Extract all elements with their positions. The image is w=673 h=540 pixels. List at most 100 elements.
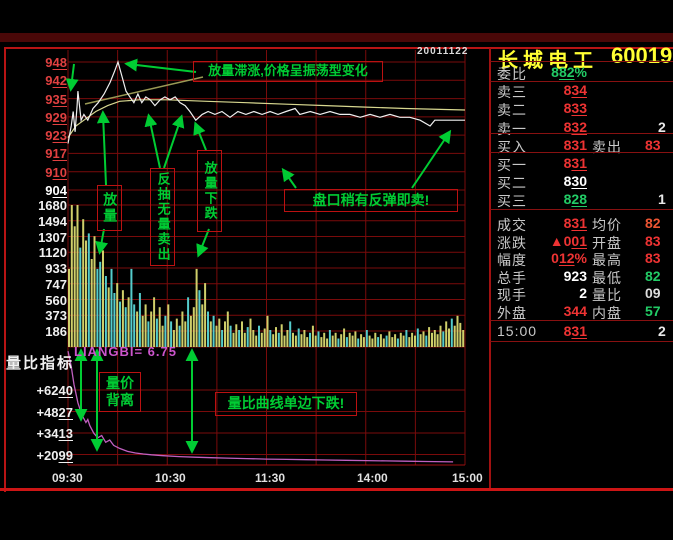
- quote-row-extra: 2: [658, 323, 666, 339]
- volume-axis-label: 1307: [38, 229, 67, 245]
- quote-row-label: 现手: [497, 287, 527, 303]
- quote-row-value: 830: [563, 173, 587, 190]
- price-axis-label: 942: [45, 73, 67, 89]
- volume-axis-label: 747: [45, 276, 67, 292]
- chart-date: 20011122: [417, 46, 469, 57]
- quote-row-value: 828: [563, 191, 587, 208]
- time-axis-label: 14:00: [357, 471, 388, 485]
- quote-row-outer-inner: 外盘 344 内盘 57: [490, 302, 673, 321]
- panel-separator: [490, 133, 673, 134]
- panel-separator: [490, 152, 673, 153]
- average-price-line: [67, 99, 466, 138]
- frame-left-line: [4, 47, 6, 492]
- quote-row-label: 卖一: [497, 120, 527, 137]
- volume-axis-label: 560: [45, 292, 67, 308]
- quote-row-value: 834: [563, 82, 587, 99]
- quote-row-value: 012%: [551, 250, 587, 266]
- liangbi-axis-label: +2099: [36, 447, 73, 463]
- quote-row-ask-2[interactable]: 卖二 833: [490, 100, 673, 119]
- quote-row-value: 2: [579, 285, 587, 301]
- quote-row-label: 买三: [497, 193, 527, 210]
- quote-row-value2: 09: [645, 285, 661, 301]
- volume-axis-label: 373: [45, 308, 67, 324]
- quote-row-label: 卖三: [497, 84, 527, 101]
- ann-noVolume-rebound-sell: 反抽无量卖出: [150, 168, 175, 266]
- volume-axis-label: 1680: [38, 198, 67, 213]
- liangbi-value-label: LIANGBI= 6.75: [74, 344, 177, 359]
- quote-row-extra: 1: [658, 191, 666, 208]
- quote-row-buy-sell[interactable]: 买入 831 卖出 83: [490, 136, 673, 155]
- quote-row-value: 832: [563, 118, 587, 135]
- price-axis-label: 923: [45, 128, 67, 144]
- quote-row-label2: 开盘: [592, 234, 622, 251]
- quote-row-label: 成交: [497, 217, 527, 233]
- quote-row-value2: 83: [645, 232, 661, 249]
- quote-row-value2: 83: [645, 136, 661, 153]
- volume-bars: [68, 205, 465, 347]
- panel-divider-line: [489, 48, 491, 488]
- quote-row-label: 涨跌: [497, 234, 527, 251]
- time-axis-label: 15:00: [452, 471, 483, 485]
- quote-row-bid-2[interactable]: 买二 830: [490, 173, 673, 191]
- volume-axis-label: 933: [45, 261, 67, 276]
- quote-row-bid-1[interactable]: 买一 831: [490, 155, 673, 173]
- price-axis-label: 948: [45, 55, 67, 70]
- quote-row-value: 831: [563, 215, 587, 231]
- liangbi-axis-label: +3413: [36, 426, 73, 441]
- price-line: [67, 60, 465, 144]
- quote-row-label2: 卖出: [592, 138, 622, 155]
- price-axis-label: 917: [45, 146, 67, 162]
- quote-row-value: 831: [563, 136, 587, 153]
- quote-row-close-time: 15:00 831 2: [490, 323, 673, 340]
- quote-row-label: 卖二: [497, 102, 527, 119]
- volume-axis-label: 1120: [38, 245, 67, 261]
- time-axis-label: 10:30: [155, 471, 186, 485]
- quote-row-value2: 82: [645, 215, 661, 231]
- quote-row-change-open: 涨跌 ▲001 开盘 83: [490, 232, 673, 251]
- frame-top-line: [4, 47, 673, 49]
- price-axis-label: 904: [45, 183, 67, 198]
- stock-code: 60019: [611, 43, 673, 68]
- liangbi-axis-label: +6240: [36, 383, 73, 398]
- quote-row-value: 344: [563, 302, 587, 319]
- quote-row-value: 831: [563, 323, 587, 339]
- quote-row-label: 买一: [497, 157, 527, 173]
- quote-row-label2: 最高: [592, 252, 622, 268]
- ann-ratio-oneway-down: 量比曲线单边下跌!: [215, 392, 357, 416]
- trend-line: [84, 76, 204, 105]
- top-border-band: [0, 33, 673, 42]
- ann-volume-surge: 放量: [97, 185, 122, 231]
- quote-row-curvol-ratio: 现手 2 量比 09: [490, 285, 673, 303]
- quote-row-label: 买入: [497, 138, 527, 155]
- frame-bottom-line: [0, 488, 673, 491]
- panel-separator: [490, 341, 673, 342]
- volume-axis-label: 1494: [38, 213, 67, 229]
- quote-panel: 委比 882% 卖三 834 卖二 833 卖一 832 2 买入 831 卖出 83 买一 831 买二 83…: [490, 48, 673, 488]
- volume-axis-label: 186: [45, 324, 67, 339]
- quote-row-value2: 57: [645, 302, 661, 319]
- quote-row-value: 882%: [551, 64, 587, 80]
- quote-row-bid-3[interactable]: 买三 828 1: [490, 191, 673, 210]
- time-axis-label: 09:30: [52, 471, 83, 485]
- quote-row-label: 幅度: [497, 252, 527, 268]
- annotation-arrows: [65, 58, 452, 454]
- liangbi-axis-label: +4827: [36, 404, 73, 420]
- quote-row-totalvol-low: 总手 923 最低 82: [490, 267, 673, 286]
- panel-separator: [490, 61, 673, 62]
- quote-row-label: 外盘: [497, 304, 527, 321]
- panel-separator: [490, 81, 673, 82]
- quote-row-label: 委比: [497, 66, 527, 82]
- indicator-title: 量比指标: [6, 355, 75, 372]
- quote-row-value: ▲001: [549, 232, 587, 249]
- quote-row-value2: 83: [645, 250, 661, 266]
- time-axis-label: 11:30: [255, 471, 286, 485]
- quote-row-value2: 82: [645, 267, 661, 284]
- quote-row-ask-1[interactable]: 卖一 832 2: [490, 118, 673, 137]
- quote-row-weibi[interactable]: 委比 882%: [490, 64, 673, 82]
- panel-separator: [490, 320, 673, 321]
- quote-row-ask-3[interactable]: 卖三 834: [490, 82, 673, 101]
- ann-volume-price-divergence: 量价背离: [99, 372, 141, 412]
- ann-sell-on-rebound: 盘口稍有反弹即卖!: [284, 189, 458, 212]
- quote-row-label2: 内盘: [592, 304, 622, 321]
